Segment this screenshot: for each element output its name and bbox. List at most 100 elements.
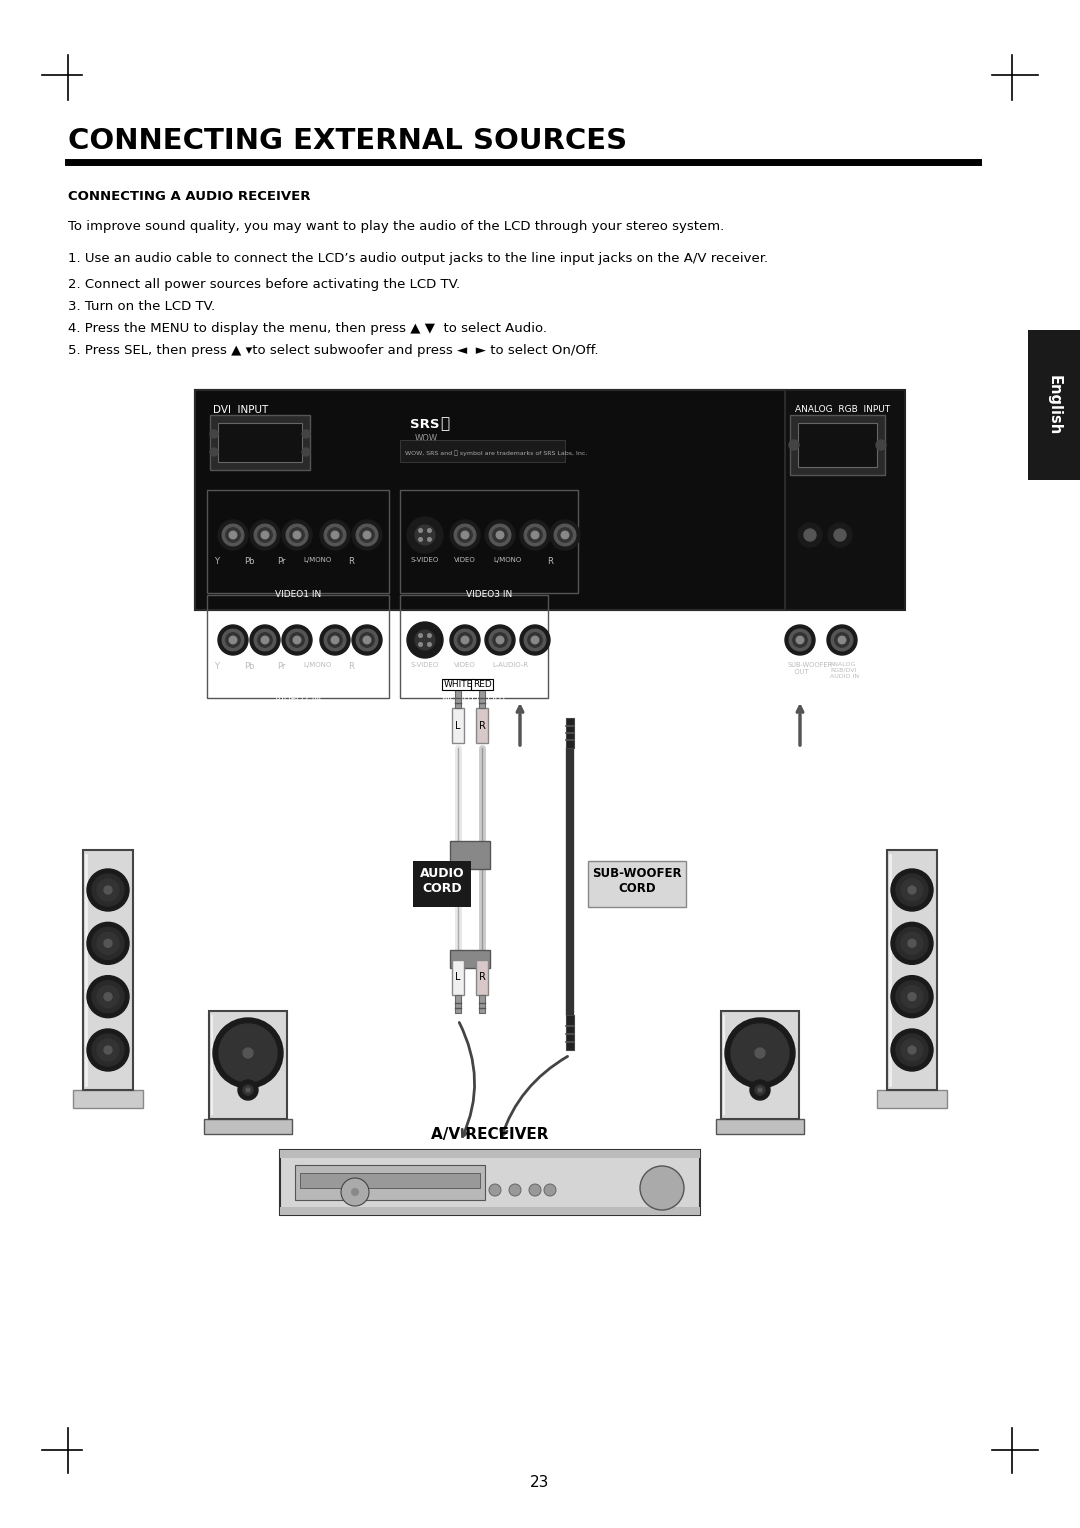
Bar xyxy=(73,1089,143,1108)
Text: ANALOG  RGB  INPUT: ANALOG RGB INPUT xyxy=(795,405,890,414)
Text: Ⓢ: Ⓢ xyxy=(440,416,449,431)
Circle shape xyxy=(356,524,378,545)
Text: Pr: Pr xyxy=(276,558,285,565)
Circle shape xyxy=(246,1088,249,1093)
Bar xyxy=(413,860,471,908)
Circle shape xyxy=(415,630,435,649)
Circle shape xyxy=(92,927,124,960)
Circle shape xyxy=(876,440,886,451)
Circle shape xyxy=(896,981,928,1013)
Text: S-VIDEO: S-VIDEO xyxy=(410,662,440,668)
Circle shape xyxy=(519,625,550,656)
Bar xyxy=(450,840,490,869)
Circle shape xyxy=(485,625,515,656)
Circle shape xyxy=(332,532,339,539)
Circle shape xyxy=(218,520,248,550)
Text: VIDEO: VIDEO xyxy=(454,558,476,562)
Circle shape xyxy=(87,869,129,911)
Circle shape xyxy=(352,625,382,656)
Circle shape xyxy=(222,630,244,651)
Text: MONITOR OUT: MONITOR OUT xyxy=(442,695,507,704)
Circle shape xyxy=(229,532,237,539)
Bar xyxy=(566,718,573,749)
Circle shape xyxy=(789,440,799,451)
Circle shape xyxy=(509,1184,521,1196)
Circle shape xyxy=(419,643,422,646)
Circle shape xyxy=(219,1024,276,1082)
Text: R: R xyxy=(478,972,485,983)
Bar xyxy=(83,850,133,1089)
Circle shape xyxy=(455,524,476,545)
Circle shape xyxy=(492,633,508,648)
Circle shape xyxy=(254,524,275,545)
Circle shape xyxy=(785,625,815,656)
Text: 2. Connect all power sources before activating the LCD TV.: 2. Connect all power sources before acti… xyxy=(68,278,460,290)
Circle shape xyxy=(489,630,511,651)
Circle shape xyxy=(261,636,269,643)
Circle shape xyxy=(789,630,811,651)
Text: 23: 23 xyxy=(530,1475,550,1490)
Text: R: R xyxy=(478,721,485,730)
Circle shape xyxy=(104,886,112,894)
Circle shape xyxy=(97,932,119,955)
Circle shape xyxy=(461,532,469,539)
Circle shape xyxy=(804,529,816,541)
Circle shape xyxy=(428,538,431,541)
Text: R: R xyxy=(348,558,354,565)
Bar xyxy=(207,594,389,698)
Circle shape xyxy=(243,1048,253,1057)
Circle shape xyxy=(254,630,275,651)
Bar xyxy=(455,691,461,707)
Circle shape xyxy=(324,630,346,651)
Circle shape xyxy=(908,1047,916,1054)
Circle shape xyxy=(302,429,310,439)
Circle shape xyxy=(360,633,374,648)
Circle shape xyxy=(243,1085,253,1096)
Bar xyxy=(476,707,488,743)
Circle shape xyxy=(828,523,852,547)
Bar xyxy=(798,423,877,468)
Circle shape xyxy=(87,976,129,1018)
Circle shape xyxy=(97,879,119,902)
Circle shape xyxy=(461,636,469,643)
Circle shape xyxy=(92,1034,124,1067)
Text: 5. Press SEL, then press ▲ ▾to select subwoofer and press ◄  ► to select On/Off.: 5. Press SEL, then press ▲ ▾to select su… xyxy=(68,344,598,358)
Circle shape xyxy=(97,1039,119,1060)
Circle shape xyxy=(289,633,305,648)
Circle shape xyxy=(222,524,244,545)
Circle shape xyxy=(302,448,310,455)
Bar xyxy=(207,490,389,593)
Circle shape xyxy=(838,636,846,643)
Circle shape xyxy=(758,1088,762,1093)
Circle shape xyxy=(755,1048,765,1057)
Circle shape xyxy=(294,636,300,643)
Circle shape xyxy=(731,1024,789,1082)
Circle shape xyxy=(407,516,443,553)
Circle shape xyxy=(725,1018,795,1088)
Bar xyxy=(210,416,310,471)
Circle shape xyxy=(419,529,422,532)
Text: L/MONO: L/MONO xyxy=(302,558,332,562)
Text: S-VIDEO: S-VIDEO xyxy=(410,558,440,562)
Text: WHITE: WHITE xyxy=(444,680,473,689)
Text: Pb: Pb xyxy=(244,558,254,565)
Bar xyxy=(453,960,464,995)
Circle shape xyxy=(489,1184,501,1196)
Text: DVI  INPUT: DVI INPUT xyxy=(213,405,268,416)
Text: VIDEO: VIDEO xyxy=(454,662,476,668)
Circle shape xyxy=(328,527,342,542)
Circle shape xyxy=(419,538,422,541)
Circle shape xyxy=(286,630,308,651)
Text: SUB-WOOFER
   OUT: SUB-WOOFER OUT xyxy=(788,662,833,675)
Circle shape xyxy=(896,927,928,960)
Circle shape xyxy=(492,527,508,542)
Text: R: R xyxy=(348,662,354,671)
Circle shape xyxy=(249,520,280,550)
Circle shape xyxy=(324,524,346,545)
Text: SRS: SRS xyxy=(410,419,440,431)
Circle shape xyxy=(519,520,550,550)
Text: WOW, SRS and Ⓢ symbol are trademarks of SRS Labs, Inc.: WOW, SRS and Ⓢ symbol are trademarks of … xyxy=(405,451,588,455)
Text: CONNECTING EXTERNAL SOURCES: CONNECTING EXTERNAL SOURCES xyxy=(68,127,627,154)
Circle shape xyxy=(351,1187,359,1196)
Bar xyxy=(400,440,565,461)
